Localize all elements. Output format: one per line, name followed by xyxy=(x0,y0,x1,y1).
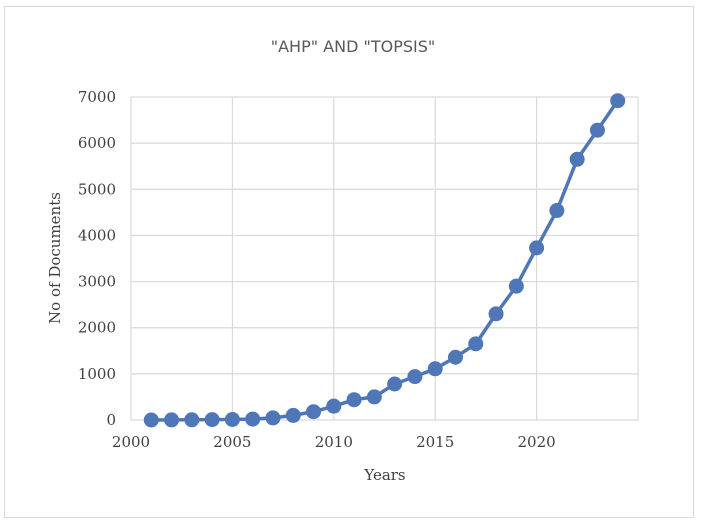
data-point xyxy=(488,306,504,322)
chart-title: "AHP" AND "TOPSIS" xyxy=(271,37,436,56)
y-tick-label: 0 xyxy=(106,411,116,429)
data-points xyxy=(143,93,626,428)
data-point xyxy=(407,369,423,385)
y-tick-label: 6000 xyxy=(78,134,116,152)
data-point xyxy=(143,412,159,428)
data-point xyxy=(387,376,403,392)
y-tick-label: 2000 xyxy=(78,319,116,337)
data-point xyxy=(224,411,240,427)
data-point xyxy=(326,398,342,414)
y-tick-label: 5000 xyxy=(78,180,116,198)
data-point xyxy=(468,336,484,352)
x-tick-label: 2015 xyxy=(416,433,454,451)
y-tick-label: 7000 xyxy=(78,88,116,106)
x-tick-label: 2005 xyxy=(213,433,251,451)
data-point xyxy=(366,389,382,405)
data-point xyxy=(508,278,524,294)
x-axis-label: Years xyxy=(363,466,405,484)
data-point xyxy=(164,412,180,428)
series-line xyxy=(151,99,620,422)
data-point xyxy=(427,361,443,377)
data-point xyxy=(569,151,585,167)
data-point xyxy=(204,412,220,428)
y-axis-ticks: 0 1000 2000 3000 4000 5000 6000 7000 xyxy=(78,88,116,429)
x-tick-label: 2020 xyxy=(518,433,556,451)
data-point xyxy=(265,410,281,426)
y-tick-label: 3000 xyxy=(78,273,116,291)
data-point xyxy=(549,203,565,219)
data-point xyxy=(346,392,362,408)
data-point xyxy=(285,407,301,423)
data-point xyxy=(184,412,200,428)
y-tick-label: 4000 xyxy=(78,226,116,244)
data-point xyxy=(245,411,261,427)
data-point xyxy=(529,240,545,256)
y-axis-label: No of Documents xyxy=(46,192,64,324)
series-path xyxy=(151,99,620,422)
x-axis-ticks: 2000 2005 2010 2015 2020 xyxy=(112,433,556,451)
grid-lines xyxy=(130,96,639,421)
data-point xyxy=(610,93,626,109)
data-point xyxy=(589,122,605,138)
y-tick-label: 1000 xyxy=(78,365,116,383)
chart-frame xyxy=(4,6,694,518)
x-tick-label: 2010 xyxy=(315,433,353,451)
data-point xyxy=(306,404,322,420)
data-point xyxy=(447,349,463,365)
x-tick-label: 2000 xyxy=(112,433,150,451)
